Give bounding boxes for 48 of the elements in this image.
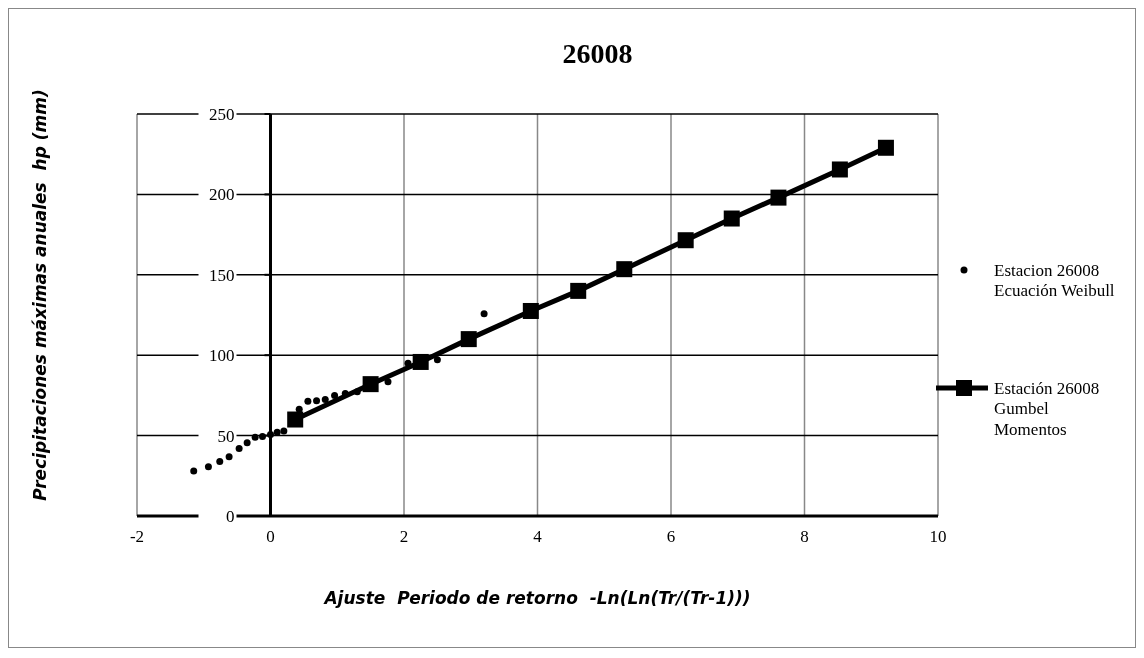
- y-tick-label: 250: [209, 104, 235, 124]
- y-tick-label: 100: [209, 346, 235, 366]
- x-tick-label: 2: [399, 527, 409, 546]
- point: [243, 439, 251, 447]
- point: [522, 302, 539, 319]
- x-tick-label: 6: [666, 527, 676, 546]
- point: [877, 139, 894, 156]
- point: [251, 433, 259, 441]
- point: [304, 397, 312, 405]
- point: [616, 261, 633, 278]
- point: [677, 232, 694, 249]
- point: [216, 457, 224, 465]
- point: [723, 210, 740, 227]
- point: [295, 405, 303, 413]
- point: [225, 453, 233, 461]
- x-tick-label: 10: [929, 527, 947, 546]
- y-tick-label: 50: [217, 426, 235, 446]
- point: [287, 411, 304, 428]
- y-tick-label: 0: [226, 506, 235, 526]
- point: [267, 430, 274, 438]
- y-tick-label: 150: [209, 265, 235, 285]
- point: [770, 189, 787, 206]
- legend-label: Estacion 26008 Ecuación Weibull: [994, 260, 1115, 301]
- point: [460, 331, 477, 348]
- y-axis-title: Precipitaciones máximas anuales hp (mm): [30, 89, 50, 501]
- point: [831, 161, 848, 178]
- point: [321, 396, 329, 404]
- point: [412, 353, 429, 370]
- x-tick-label: 0: [266, 527, 275, 546]
- x-tick-label: 8: [800, 527, 809, 546]
- point: [273, 428, 281, 436]
- x-tick-label: 4: [533, 527, 543, 546]
- y-tick-label: 200: [209, 185, 235, 205]
- point: [235, 444, 243, 452]
- legend-label: Estación 26008 Gumbel Momentos: [994, 378, 1100, 439]
- x-tick-label: -2: [129, 527, 145, 546]
- point: [313, 397, 321, 405]
- point: [570, 282, 587, 299]
- point: [280, 427, 288, 435]
- chart-title: 26008: [562, 38, 633, 69]
- point: [480, 310, 488, 318]
- point: [258, 433, 266, 441]
- x-axis-title: Ajuste Periodo de retorno -Ln(Ln(Tr/(Tr-1))): [322, 588, 751, 608]
- point: [331, 391, 339, 399]
- point: [190, 467, 198, 475]
- point: [204, 463, 212, 471]
- point: [433, 356, 441, 364]
- point: [362, 376, 379, 393]
